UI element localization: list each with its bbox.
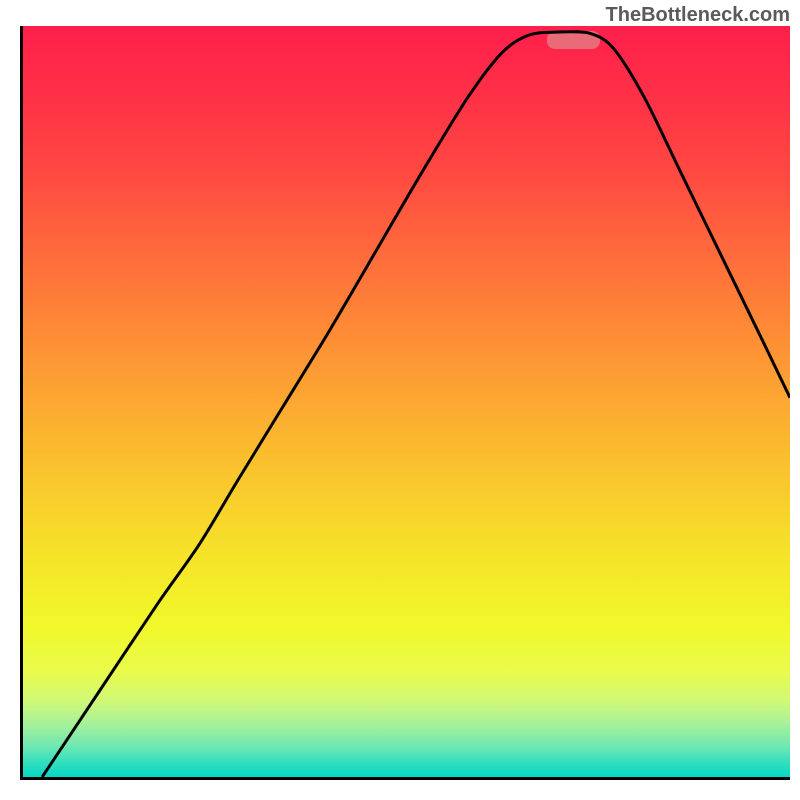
plot-area [20,26,790,780]
bottleneck-curve [23,26,790,777]
watermark-text: TheBottleneck.com [606,4,790,27]
